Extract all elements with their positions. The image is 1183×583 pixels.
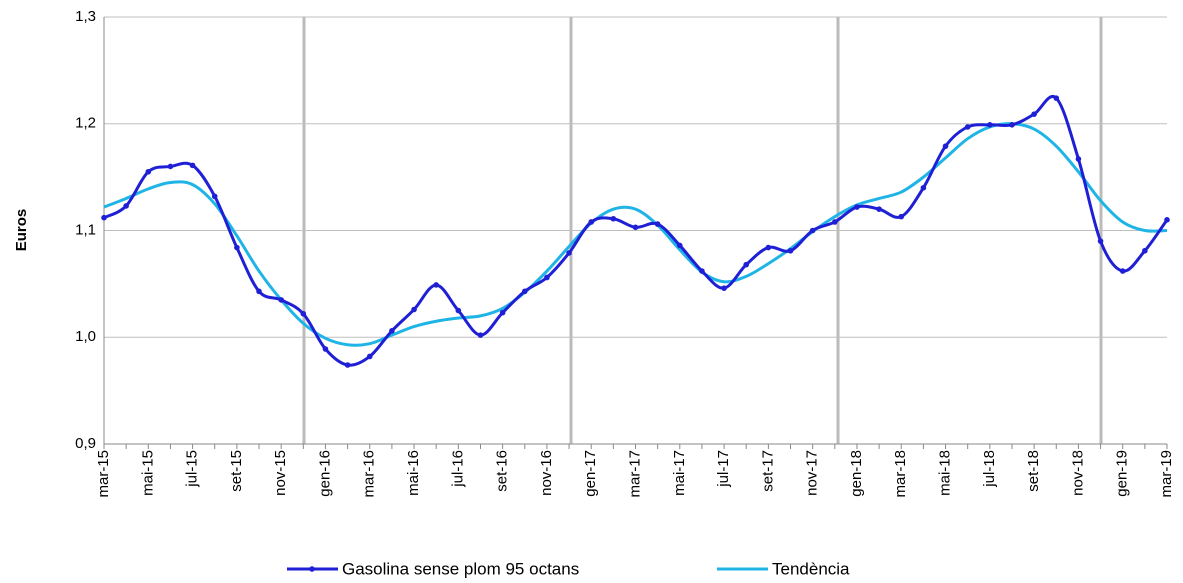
point (654, 221, 661, 227)
point (101, 214, 107, 221)
point (189, 162, 196, 169)
x-tick-label: mar-17 (626, 450, 643, 498)
point (433, 282, 439, 288)
point (322, 346, 329, 352)
point (1097, 238, 1104, 244)
point (610, 215, 617, 222)
x-tick-label: gen-18 (848, 450, 865, 497)
y-tick-label: 1,0 (75, 328, 96, 345)
point (588, 219, 595, 225)
point (832, 219, 838, 225)
x-tick-label: gen-16 (316, 450, 333, 497)
point (145, 168, 152, 175)
point (389, 328, 395, 334)
x-tick-label: gen-17 (582, 450, 599, 497)
x-tick-label: mar-18 (892, 450, 909, 498)
legend-label: Gasolina sense plom 95 octans (342, 559, 579, 578)
point (876, 206, 882, 212)
point (411, 306, 417, 313)
point (300, 310, 307, 317)
point (1075, 156, 1082, 162)
point (544, 274, 550, 281)
x-tick-label: jul-16 (449, 450, 466, 488)
y-tick-label: 1,1 (75, 221, 96, 238)
x-tick-label: nov-15 (272, 450, 289, 496)
point (278, 297, 284, 303)
x-tick-label: mar-16 (361, 450, 378, 498)
point (1164, 217, 1170, 223)
point (521, 288, 528, 295)
x-tick-label: mai-15 (139, 450, 156, 496)
y-tick-label: 0,9 (75, 435, 96, 452)
x-tick-label: gen-19 (1114, 450, 1131, 497)
x-tick-label: set-18 (1025, 450, 1042, 492)
point (1119, 268, 1126, 274)
point (1009, 122, 1015, 128)
point (123, 203, 129, 209)
legend-label: Tendència (772, 559, 850, 578)
point (787, 247, 794, 254)
point (344, 362, 351, 368)
point (854, 204, 860, 210)
x-tick-label: set-15 (228, 450, 245, 492)
x-tick-label: mai-16 (405, 450, 422, 496)
point (721, 285, 727, 291)
legend-marker (309, 566, 315, 572)
x-tick-label: set-17 (759, 450, 776, 492)
x-tick-label: jul-17 (715, 450, 732, 488)
point (1053, 95, 1060, 101)
x-tick-label: mai-18 (937, 450, 954, 496)
point (366, 353, 373, 360)
point (499, 309, 506, 316)
point (743, 261, 750, 268)
x-tick-label: nov-17 (804, 450, 821, 496)
point (898, 213, 905, 220)
x-tick-label: mar-15 (95, 450, 112, 498)
point (942, 143, 949, 149)
point (566, 250, 572, 256)
point (211, 193, 218, 200)
x-tick-label: jul-18 (981, 450, 998, 488)
point (477, 332, 484, 338)
point (167, 163, 174, 170)
point (234, 244, 240, 251)
x-tick-label: mar-19 (1158, 450, 1175, 498)
series-line (103, 122, 1168, 347)
y-tick-label: 1,3 (75, 8, 96, 25)
point (632, 224, 639, 231)
x-tick-label: nov-18 (1069, 450, 1086, 496)
point (964, 124, 971, 130)
x-tick-label: set-16 (494, 450, 511, 492)
point (699, 268, 705, 274)
point (920, 185, 927, 191)
point (809, 227, 816, 234)
point (676, 242, 683, 249)
point (765, 244, 772, 251)
y-axis-label: Euros (13, 209, 30, 252)
point (1031, 111, 1037, 117)
point (987, 122, 993, 128)
point (256, 288, 262, 295)
x-tick-label: nov-16 (538, 450, 555, 496)
point (1142, 247, 1148, 254)
point (455, 307, 462, 314)
x-tick-label: mai-17 (671, 450, 688, 496)
y-tick-label: 1,2 (75, 115, 96, 132)
x-tick-label: jul-15 (184, 450, 201, 488)
